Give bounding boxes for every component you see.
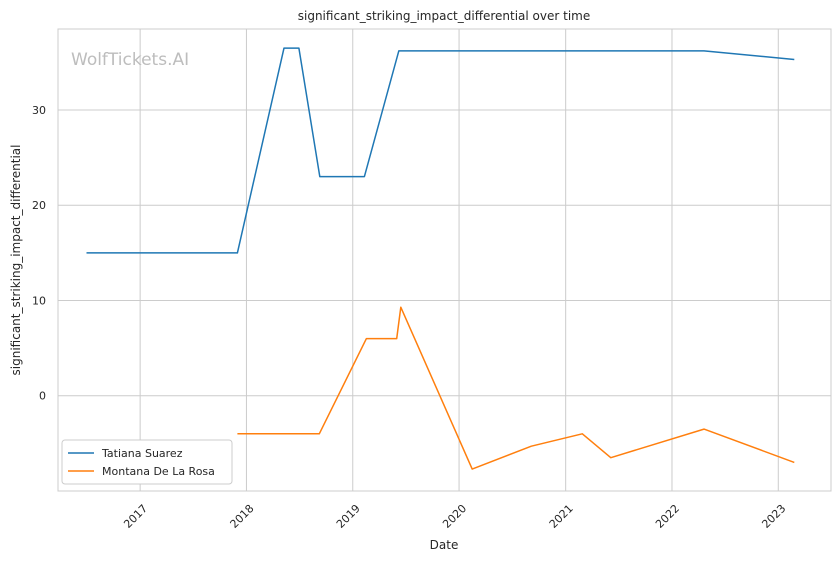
legend-box — [61, 439, 233, 485]
series-line-2 — [237, 306, 795, 470]
y-axis-ticks: 0 10 20 30 — [32, 104, 46, 403]
y-tick-label: 20 — [32, 199, 46, 212]
y-tick-label: 0 — [39, 390, 46, 403]
y-axis-label: significant_striking_impact_differential — [9, 145, 23, 376]
legend: Tatiana Suarez Montana De La Rosa — [61, 439, 233, 485]
chart-title: significant_striking_impact_differential… — [298, 9, 590, 23]
series-line-1 — [86, 47, 795, 254]
gridlines — [58, 29, 831, 491]
legend-label-1: Tatiana Suarez — [101, 447, 183, 460]
x-axis-label: Date — [430, 538, 459, 552]
y-tick-label: 10 — [32, 294, 46, 307]
watermark: WolfTickets.AI — [71, 50, 189, 70]
series-lines — [86, 47, 795, 470]
plot-frame — [57, 28, 832, 492]
legend-label-2: Montana De La Rosa — [102, 465, 215, 478]
y-tick-label: 30 — [32, 104, 46, 117]
